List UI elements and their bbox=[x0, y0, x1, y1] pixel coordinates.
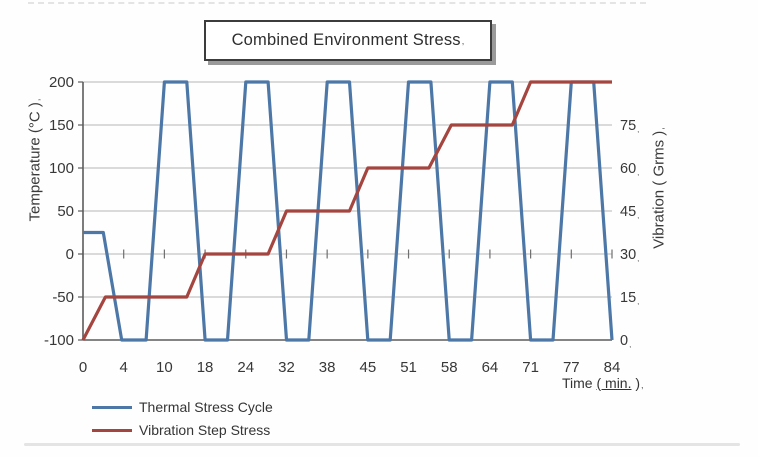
x-axis-title-underlined: ( min. bbox=[596, 375, 632, 391]
series-line-thermal-stress-cycle bbox=[83, 80, 614, 342]
x-tick-label: 58 bbox=[441, 359, 458, 376]
x-tick-label: 38 bbox=[319, 359, 336, 376]
x-tick-label: 84 bbox=[604, 359, 621, 376]
y-left-tick-label: 100 bbox=[49, 160, 74, 177]
x-axis-title-suffix: ) bbox=[631, 375, 641, 391]
y-right-tick-label: 0, bbox=[620, 333, 631, 349]
format-mark-icon: , bbox=[655, 127, 666, 130]
y-right-tick-label: 15, bbox=[620, 290, 639, 306]
x-tick-label: 77 bbox=[563, 359, 580, 376]
y-left-tick-label: -50 bbox=[52, 289, 74, 306]
x-tick-label: 45 bbox=[360, 359, 377, 376]
x-tick-label: 51 bbox=[400, 359, 417, 376]
x-tick-label: 0 bbox=[79, 359, 87, 376]
legend-swatch-thermal-stress-cycle bbox=[92, 405, 132, 409]
x-axis-title-prefix: Time bbox=[562, 375, 597, 391]
y-right-tick-label: 30, bbox=[620, 247, 639, 263]
legend-swatch-vibration-step-stress bbox=[92, 428, 132, 432]
y-right-tick-label: 45, bbox=[620, 204, 639, 220]
x-axis-title: Time ( min. ), bbox=[562, 375, 644, 391]
faint-bottom-border bbox=[24, 443, 740, 446]
legend-label: Vibration Step Stress bbox=[139, 422, 271, 438]
format-mark-icon: , bbox=[641, 380, 644, 390]
x-tick-label: 24 bbox=[237, 359, 254, 376]
x-tick-label: 71 bbox=[522, 359, 539, 376]
y-left-tick-label: 150 bbox=[49, 117, 74, 134]
format-mark-icon: , bbox=[461, 35, 465, 46]
x-tick-label: 32 bbox=[278, 359, 295, 376]
y-axis-title-right: Vibration ( Grms ), bbox=[651, 127, 668, 249]
legend-label: Thermal Stress Cycle bbox=[139, 399, 273, 415]
chart-title: Combined Environment Stress bbox=[231, 31, 461, 49]
faint-top-border bbox=[28, 2, 646, 4]
x-tick-label: 4 bbox=[120, 359, 128, 376]
series-line-vibration-step-stress bbox=[81, 80, 612, 341]
format-mark-icon: , bbox=[31, 98, 42, 102]
chart-title-box: Combined Environment Stress, bbox=[204, 20, 492, 61]
x-tick-label: 64 bbox=[482, 359, 499, 376]
y-axis-title-left-text: Temperature (°C ) bbox=[26, 102, 44, 222]
y-axis-title-left: Temperature (°C ), bbox=[27, 99, 44, 222]
y-left-tick-label: 200 bbox=[49, 74, 74, 91]
y-axis-title-right-text: Vibration ( Grms ) bbox=[650, 130, 668, 249]
legend: Thermal Stress Cycle Vibration Step Stres… bbox=[92, 399, 273, 438]
legend-item-vibration-step-stress: Vibration Step Stress bbox=[92, 422, 273, 438]
x-tick-label: 10 bbox=[156, 359, 173, 376]
y-left-tick-label: 0 bbox=[66, 246, 74, 263]
y-left-tick-label: 50 bbox=[57, 203, 74, 220]
y-right-tick-label: 75, bbox=[620, 118, 639, 134]
x-tick-label: 18 bbox=[197, 359, 214, 376]
y-left-tick-label: -100 bbox=[44, 332, 74, 349]
legend-item-thermal-stress-cycle: Thermal Stress Cycle bbox=[92, 399, 273, 415]
y-right-tick-label: 60, bbox=[620, 161, 639, 177]
